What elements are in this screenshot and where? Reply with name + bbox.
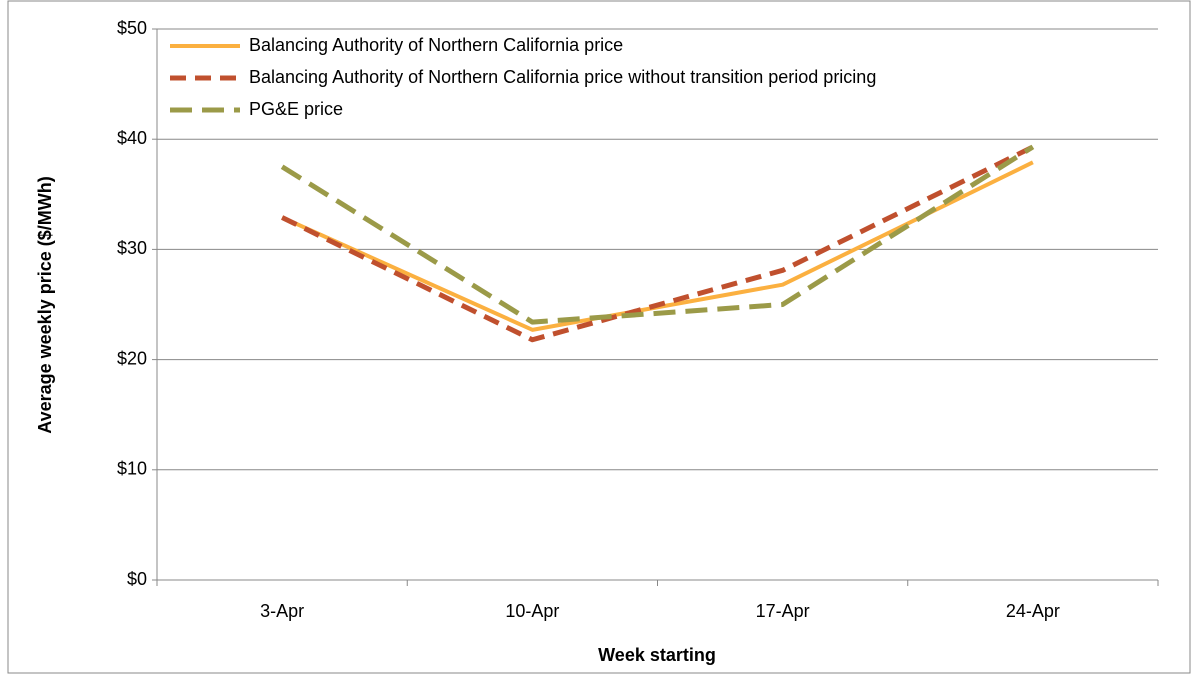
legend-label: PG&E price [249, 99, 343, 119]
y-tick-label: $10 [117, 459, 147, 479]
x-tick-label: 3-Apr [260, 601, 304, 621]
y-tick-label: $50 [117, 18, 147, 38]
y-tick-label: $20 [117, 348, 147, 368]
x-tick-label: 17-Apr [756, 601, 810, 621]
y-tick-label: $30 [117, 238, 147, 258]
legend-label: Balancing Authority of Northern Californ… [249, 67, 876, 87]
legend-label: Balancing Authority of Northern Californ… [249, 35, 623, 55]
x-tick-label: 24-Apr [1006, 601, 1060, 621]
y-tick-label: $0 [127, 569, 147, 589]
x-axis-label: Week starting [598, 645, 716, 665]
chart-frame [7, 0, 1191, 674]
line-series [281, 144, 1034, 343]
line-series [280, 144, 1035, 325]
x-tick-label: 10-Apr [505, 601, 559, 621]
y-tick-label: $40 [117, 128, 147, 148]
y-axis-label: Average weekly price ($/MWh) [35, 176, 55, 433]
